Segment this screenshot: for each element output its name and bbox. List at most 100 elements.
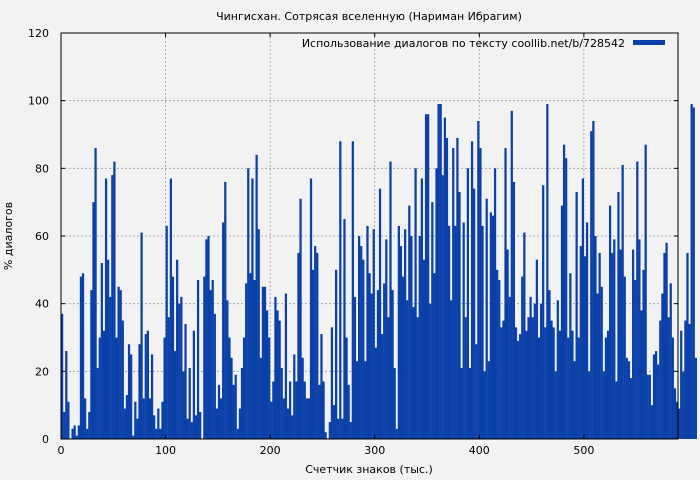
bar: [316, 252, 319, 439]
bar: [692, 107, 695, 439]
bar: [77, 425, 80, 439]
bar: [627, 361, 631, 439]
bar: [422, 259, 426, 439]
bar: [514, 327, 518, 439]
bar: [332, 405, 336, 439]
bar: [575, 192, 578, 439]
bar: [487, 361, 490, 439]
bar: [663, 252, 666, 439]
bar: [301, 357, 304, 439]
bar: [481, 225, 484, 439]
bar: [535, 259, 539, 439]
bar: [176, 259, 179, 439]
bar: [65, 351, 68, 439]
bar: [194, 415, 198, 439]
bar: [608, 205, 612, 439]
bar: [548, 290, 551, 439]
bar: [360, 246, 363, 439]
bar: [286, 408, 290, 439]
bar: [571, 330, 574, 439]
bar: [299, 198, 302, 439]
bar: [573, 361, 576, 439]
bar: [157, 408, 160, 439]
bar: [640, 310, 643, 439]
bar: [192, 330, 196, 439]
bar: [71, 428, 74, 439]
bar: [199, 411, 202, 439]
bar: [652, 354, 656, 439]
bar: [263, 286, 267, 439]
bar: [665, 242, 668, 439]
bar: [134, 401, 137, 439]
bar: [682, 371, 685, 439]
bar: [648, 374, 651, 439]
bar: [337, 418, 340, 439]
bar: [673, 388, 677, 439]
bar: [142, 398, 145, 439]
bar: [232, 384, 235, 439]
bar: [512, 181, 516, 439]
bar: [349, 422, 352, 439]
bar: [284, 293, 288, 439]
bar: [190, 422, 193, 439]
bar: [581, 178, 585, 439]
bar: [94, 148, 97, 440]
bar: [293, 354, 296, 439]
bar: [441, 175, 444, 439]
bar: [169, 178, 173, 439]
bar: [362, 259, 365, 439]
bar: [516, 340, 520, 439]
bar: [621, 164, 624, 439]
bar: [88, 411, 91, 439]
bar: [399, 246, 403, 439]
bar: [295, 381, 298, 439]
bar: [165, 225, 168, 439]
bar: [81, 273, 85, 439]
bar: [636, 161, 639, 440]
bar: [150, 354, 154, 439]
bar: [136, 418, 139, 439]
bar: [270, 401, 273, 439]
bar: [445, 137, 449, 439]
bar: [368, 273, 371, 439]
bar: [523, 232, 526, 439]
bar: [92, 202, 95, 439]
bar: [107, 259, 110, 439]
bar: [219, 398, 223, 439]
bar: [435, 168, 438, 440]
bar: [659, 320, 662, 439]
bar: [414, 168, 417, 440]
bar: [418, 236, 421, 439]
bar: [644, 144, 647, 439]
bar: [439, 104, 442, 440]
bar: [598, 252, 601, 439]
y-axis-label: % диалогов: [2, 202, 15, 270]
bar: [309, 178, 313, 439]
bar: [525, 330, 528, 439]
bar: [527, 317, 530, 439]
bar: [102, 330, 106, 439]
bar: [161, 401, 164, 439]
bar: [617, 192, 620, 439]
bar: [245, 283, 248, 439]
x-tick-label: 100: [155, 444, 176, 457]
bar: [257, 229, 260, 439]
y-tick-label: 80: [35, 162, 49, 175]
bar: [558, 330, 562, 439]
bar: [355, 361, 359, 439]
bar: [567, 337, 570, 439]
bar: [132, 435, 135, 439]
bar: [96, 367, 99, 439]
bar: [341, 418, 344, 439]
bar: [544, 327, 547, 439]
legend: Использование диалогов по тексту coollib…: [302, 37, 665, 50]
bar: [353, 296, 357, 439]
bar: [282, 398, 285, 439]
bar: [452, 148, 455, 440]
bar: [458, 192, 461, 439]
bar: [579, 246, 582, 439]
bar: [489, 212, 493, 439]
bar: [477, 120, 480, 439]
ticks-layer: 0 20 40 60 80 100 120 0 100 200 300 400 500: [28, 27, 678, 457]
bar: [272, 381, 275, 439]
